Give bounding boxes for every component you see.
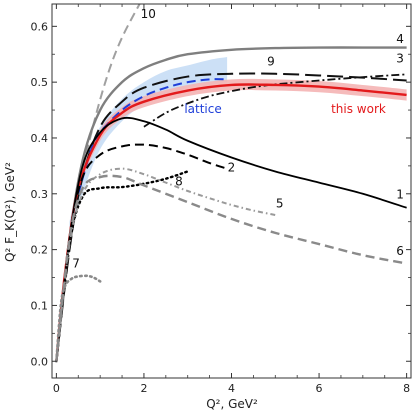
- x-tick-label: 6: [316, 382, 323, 395]
- y-tick-label: 0.2: [31, 244, 49, 257]
- curve-label-4: 4: [396, 32, 404, 46]
- lattice-label: lattice: [184, 102, 221, 116]
- curve-3: [143, 73, 407, 128]
- curve-label-1: 1: [396, 187, 404, 201]
- curve-label-9: 9: [267, 54, 275, 68]
- y-tick-label: 0.3: [31, 188, 49, 201]
- y-tick-label: 0.1: [31, 299, 49, 312]
- curve-label-10: 10: [141, 7, 156, 21]
- y-tick-label: 0.0: [31, 355, 49, 368]
- y-tick-label: 0.5: [31, 76, 49, 89]
- curve-label-6: 6: [396, 244, 404, 258]
- curve-label-2: 2: [228, 160, 236, 174]
- x-axis-label: Q², GeV²: [206, 397, 258, 411]
- x-tick-label: 8: [403, 382, 410, 395]
- curve-lattice: [77, 78, 228, 195]
- curve-label-3: 3: [396, 52, 404, 66]
- curve-label-8: 8: [175, 174, 183, 188]
- y-tick-label: 0.4: [31, 132, 49, 145]
- ticks-layer: 0 2 4 6 8 0.0 0.1 0.2 0.3 0.4 0.5 0.6: [31, 4, 411, 395]
- curve-8: [55, 170, 189, 363]
- x-tick-label: 4: [228, 382, 235, 395]
- curve-1: [55, 116, 407, 362]
- curve-5: [55, 167, 276, 362]
- curve-label-5: 5: [276, 197, 284, 211]
- y-axis-label: Q² F_K(Q²), GeV²: [3, 162, 17, 262]
- curve-labels-layer: 10 4 9 3 1 2 8 5 6 7 lattice this work: [72, 7, 404, 271]
- y-tick-label: 0.6: [31, 20, 49, 33]
- this-work-label: this work: [331, 102, 386, 116]
- x-tick-label: 2: [140, 382, 147, 395]
- curve-6: [55, 174, 407, 362]
- curve-7: [55, 274, 102, 363]
- curves-layer: [55, 4, 407, 363]
- x-tick-label: 0: [53, 382, 60, 395]
- curve-label-7: 7: [72, 256, 80, 270]
